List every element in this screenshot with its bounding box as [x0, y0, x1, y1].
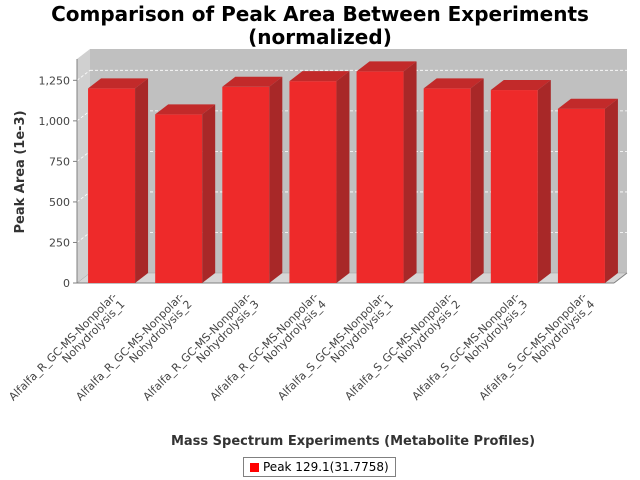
bar-top: [490, 80, 551, 91]
gridline-side: [76, 232, 91, 243]
bar-top: [155, 104, 216, 115]
y-tick-label: 0: [63, 277, 70, 290]
y-axis-label: Peak Area (1e-3): [13, 110, 28, 233]
bar-side: [403, 61, 417, 284]
chart-title-line-1: Comparison of Peak Area Between Experime…: [51, 2, 589, 26]
legend: Peak 129.1(31.7758): [243, 457, 396, 477]
bar: [557, 108, 605, 283]
bar-side: [269, 76, 283, 283]
y-tick-label: 500: [49, 196, 70, 209]
bar-top: [289, 71, 350, 82]
bar-top: [356, 61, 417, 72]
y-tick-label: 250: [49, 236, 70, 249]
bar: [88, 88, 136, 283]
y-tick-label: 1,000: [39, 115, 71, 128]
plot-left-wall: [77, 49, 90, 283]
bar: [222, 86, 270, 283]
bar-top: [423, 78, 484, 89]
bar: [423, 88, 471, 283]
bar: [356, 71, 404, 284]
x-tick-label: Alfalfa_R_GC-MS-Nonpolar-: [141, 290, 254, 403]
bar-top: [557, 98, 618, 109]
legend-swatch: [250, 462, 259, 472]
bar-side: [470, 78, 484, 283]
gridline-side: [76, 191, 91, 203]
x-tick-label: Alfalfa_R_GC-MS-Nonpolar-: [73, 290, 186, 403]
bar-side: [336, 71, 350, 283]
gridline-side: [76, 70, 91, 81]
y-tick-label: 1,250: [39, 74, 71, 87]
gridline-side: [76, 151, 91, 162]
bar: [490, 90, 538, 283]
x-axis-depth: [613, 272, 628, 284]
bar-top: [222, 76, 283, 87]
y-tick-label: 750: [49, 155, 70, 168]
bar-side: [202, 104, 216, 283]
bar-side: [537, 80, 551, 283]
x-tick-label: Alfalfa_S_GC-MS-Nonpolar-: [342, 290, 455, 403]
bar: [155, 114, 203, 283]
x-tick-label: Alfalfa_R_GC-MS-Nonpolar-: [208, 290, 321, 403]
x-tick-label: Alfalfa_S_GC-MS-Nonpolar-: [275, 290, 388, 403]
x-axis-label: Mass Spectrum Experiments (Metabolite Pr…: [171, 434, 535, 449]
x-tick-label: Alfalfa_R_GC-MS-Nonpolar-: [6, 290, 119, 403]
legend-label: Peak 129.1(31.7758): [263, 460, 389, 474]
bar-top: [88, 78, 149, 89]
bar: [289, 81, 337, 283]
gridline-side: [76, 110, 91, 122]
bar-side: [135, 78, 149, 283]
bar-side: [604, 98, 618, 283]
chart-title-line-2: (normalized): [248, 25, 392, 49]
x-tick-label: Alfalfa_S_GC-MS-Nonpolar-: [477, 290, 590, 403]
x-tick-label: Alfalfa_S_GC-MS-Nonpolar-: [410, 290, 523, 403]
